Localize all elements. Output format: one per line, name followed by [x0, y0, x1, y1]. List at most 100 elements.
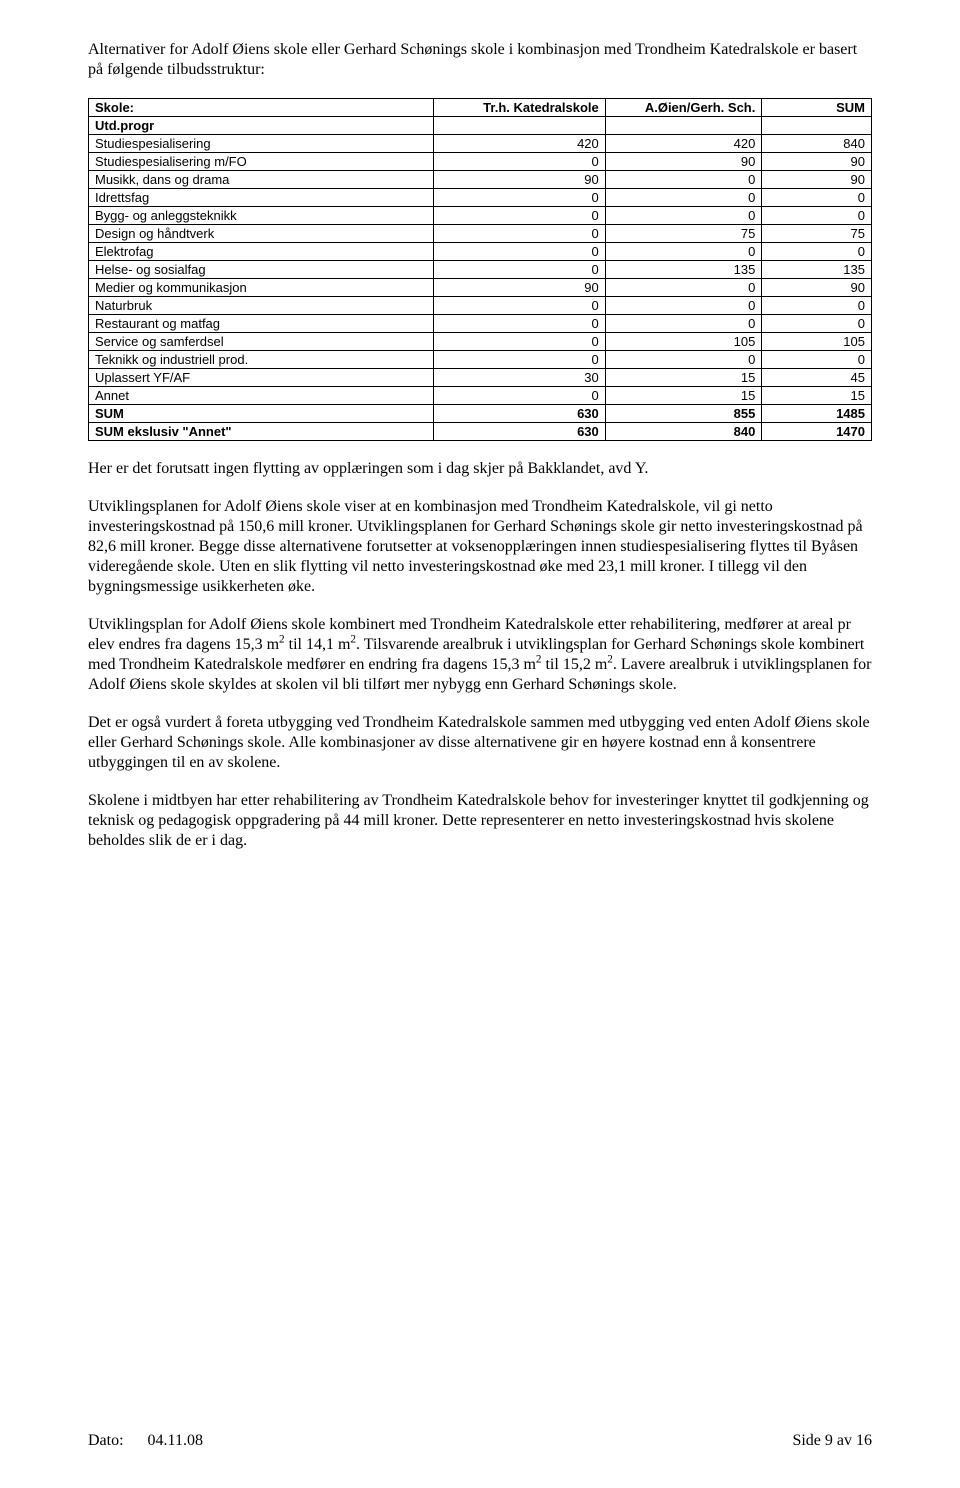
th-skole: Skole:: [89, 99, 434, 117]
row-val: 0: [433, 189, 605, 207]
row-val: 75: [605, 225, 762, 243]
th-empty: [762, 117, 872, 135]
row-val: 0: [433, 207, 605, 225]
row-val: 0: [433, 387, 605, 405]
th-oien-sch: A.Øien/Gerh. Sch.: [605, 99, 762, 117]
row-val: 75: [762, 225, 872, 243]
table-row: Teknikk og industriell prod. 0 0 0: [89, 351, 872, 369]
row-val: 0: [762, 189, 872, 207]
table-row: Studiespesialisering m/FO 0 90 90: [89, 153, 872, 171]
th-empty: [433, 117, 605, 135]
sum-ex-label: SUM ekslusiv "Annet": [89, 423, 434, 441]
page: Alternativer for Adolf Øiens skole eller…: [0, 0, 960, 1488]
row-val: 0: [433, 153, 605, 171]
row-label: Medier og kommunikasjon: [89, 279, 434, 297]
row-label: Naturbruk: [89, 297, 434, 315]
row-val: 840: [762, 135, 872, 153]
footer-left: Dato: 04.11.08: [88, 1432, 203, 1450]
row-label: Elektrofag: [89, 243, 434, 261]
sum-val: 630: [433, 405, 605, 423]
row-label: Uplassert YF/AF: [89, 369, 434, 387]
row-val: 15: [605, 369, 762, 387]
row-val: 0: [605, 297, 762, 315]
table-row: Medier og kommunikasjon 90 0 90: [89, 279, 872, 297]
row-val: 90: [605, 153, 762, 171]
row-val: 45: [762, 369, 872, 387]
row-label: Design og håndtverk: [89, 225, 434, 243]
table-row: Bygg- og anleggsteknikk 0 0 0: [89, 207, 872, 225]
row-val: 90: [762, 171, 872, 189]
row-label: Studiespesialisering m/FO: [89, 153, 434, 171]
tilbud-table: Skole: Tr.h. Katedralskole A.Øien/Gerh. …: [88, 98, 872, 441]
table-row: Elektrofag 0 0 0: [89, 243, 872, 261]
row-label: Annet: [89, 387, 434, 405]
row-val: 90: [433, 279, 605, 297]
th-empty: [605, 117, 762, 135]
row-val: 0: [433, 333, 605, 351]
row-label: Studiespesialisering: [89, 135, 434, 153]
row-val: 90: [762, 153, 872, 171]
row-val: 0: [433, 225, 605, 243]
footer-right: Side 9 av 16: [792, 1432, 872, 1450]
row-val: 0: [433, 351, 605, 369]
footer-date: 04.11.08: [148, 1432, 203, 1449]
row-label: Service og samferdsel: [89, 333, 434, 351]
table-row: Musikk, dans og drama 90 0 90: [89, 171, 872, 189]
footer-label: Dato:: [88, 1432, 124, 1449]
th-sum: SUM: [762, 99, 872, 117]
table-sum-row: SUM 630 855 1485: [89, 405, 872, 423]
row-val: 135: [605, 261, 762, 279]
th-katedralskole: Tr.h. Katedralskole: [433, 99, 605, 117]
row-val: 0: [762, 315, 872, 333]
paragraph-5: Skolene i midtbyen har etter rehabiliter…: [88, 791, 872, 851]
table-row: Naturbruk 0 0 0: [89, 297, 872, 315]
row-label: Musikk, dans og drama: [89, 171, 434, 189]
page-footer: Dato: 04.11.08 Side 9 av 16: [88, 1432, 872, 1450]
table-row: Idrettsfag 0 0 0: [89, 189, 872, 207]
row-val: 90: [762, 279, 872, 297]
row-val: 0: [433, 315, 605, 333]
table-row: Uplassert YF/AF 30 15 45: [89, 369, 872, 387]
row-val: 0: [605, 207, 762, 225]
sum-val: 1485: [762, 405, 872, 423]
row-val: 0: [762, 207, 872, 225]
row-val: 15: [762, 387, 872, 405]
intro-paragraph: Alternativer for Adolf Øiens skole eller…: [88, 40, 872, 80]
sum-label: SUM: [89, 405, 434, 423]
row-val: 0: [605, 243, 762, 261]
table-row: Annet 0 15 15: [89, 387, 872, 405]
table-header-row: Skole: Tr.h. Katedralskole A.Øien/Gerh. …: [89, 99, 872, 117]
row-val: 0: [762, 297, 872, 315]
row-val: 105: [762, 333, 872, 351]
row-val: 135: [762, 261, 872, 279]
row-label: Restaurant og matfag: [89, 315, 434, 333]
row-label: Bygg- og anleggsteknikk: [89, 207, 434, 225]
p3-text-b: til 14,1 m: [285, 636, 351, 653]
row-val: 0: [605, 279, 762, 297]
row-val: 0: [605, 189, 762, 207]
sum-val: 855: [605, 405, 762, 423]
row-val: 30: [433, 369, 605, 387]
row-val: 0: [762, 243, 872, 261]
p3-text-d: til 15,2 m: [541, 656, 607, 673]
sum-ex-val: 630: [433, 423, 605, 441]
sum-ex-val: 1470: [762, 423, 872, 441]
row-label: Teknikk og industriell prod.: [89, 351, 434, 369]
row-label: Helse- og sosialfag: [89, 261, 434, 279]
table-row: Design og håndtverk 0 75 75: [89, 225, 872, 243]
row-val: 105: [605, 333, 762, 351]
row-val: 420: [605, 135, 762, 153]
row-val: 0: [433, 261, 605, 279]
paragraph-1: Her er det forutsatt ingen flytting av o…: [88, 459, 872, 479]
th-utdprogr: Utd.progr: [89, 117, 434, 135]
row-val: 0: [433, 297, 605, 315]
paragraph-4: Det er også vurdert å foreta utbygging v…: [88, 713, 872, 773]
table-row: Service og samferdsel 0 105 105: [89, 333, 872, 351]
table-subheader-row: Utd.progr: [89, 117, 872, 135]
sum-ex-val: 840: [605, 423, 762, 441]
row-val: 0: [433, 243, 605, 261]
row-val: 420: [433, 135, 605, 153]
row-val: 0: [605, 315, 762, 333]
row-val: 0: [605, 171, 762, 189]
paragraph-3: Utviklingsplan for Adolf Øiens skole kom…: [88, 615, 872, 695]
